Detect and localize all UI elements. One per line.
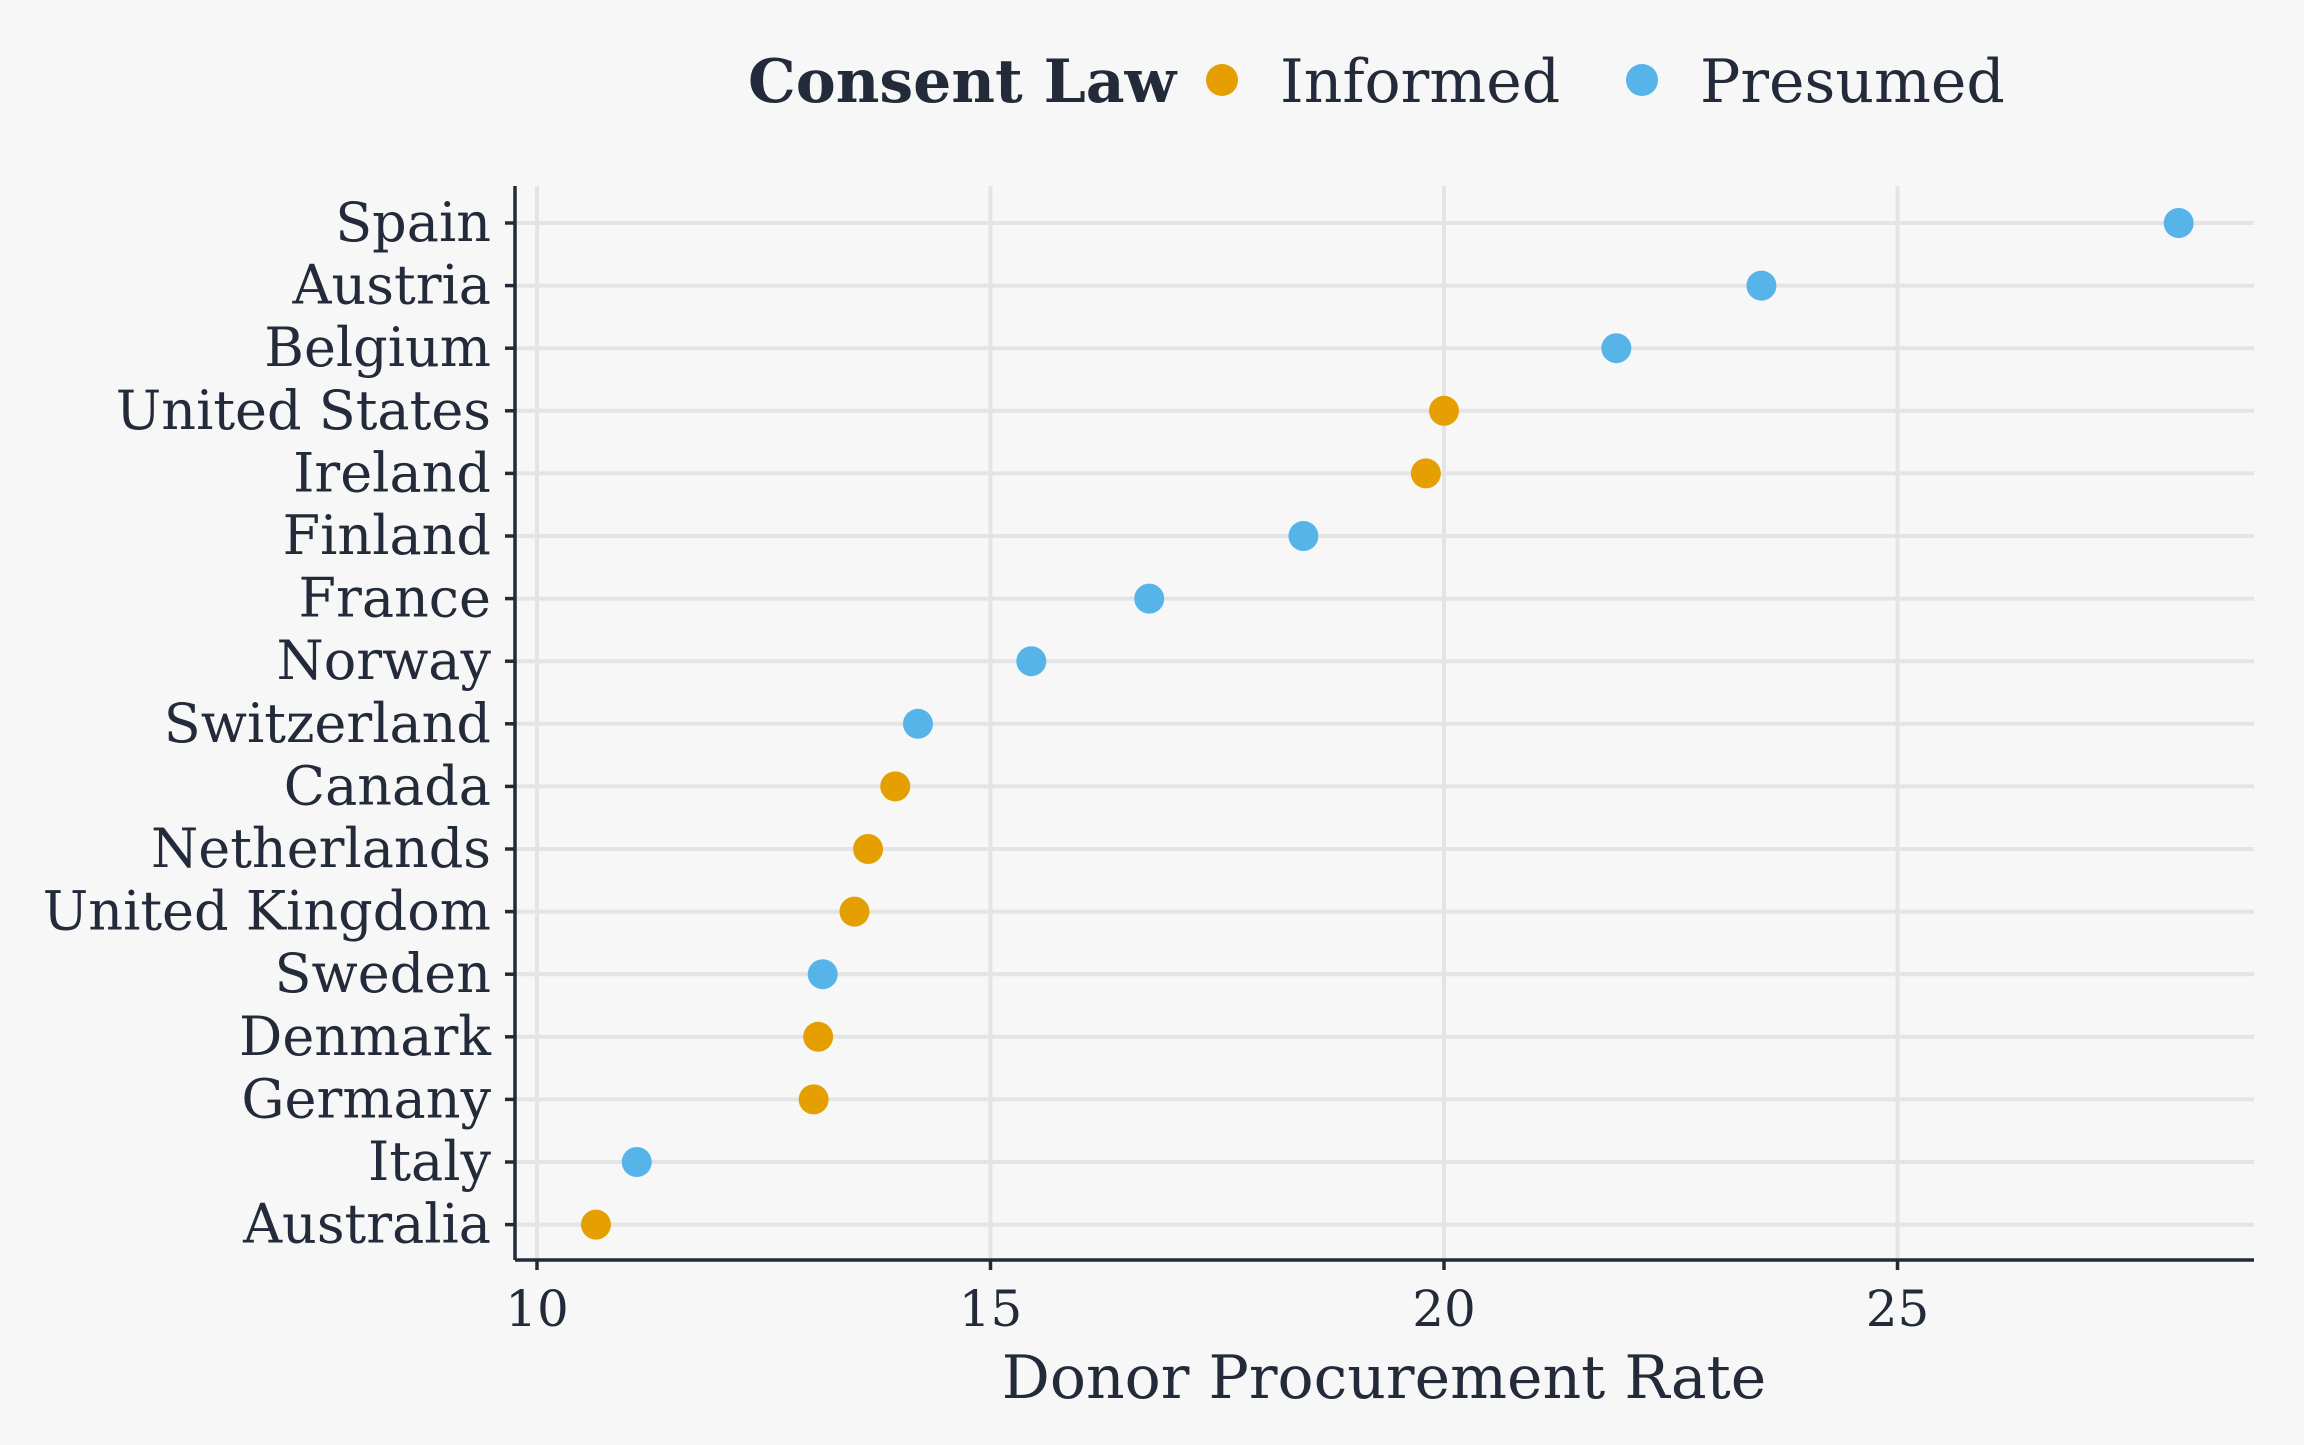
x-tick-label-10: 10 xyxy=(505,1280,569,1338)
point-italy xyxy=(621,1147,652,1177)
y-tick-label-switzerland: Switzerland xyxy=(164,692,491,755)
point-ireland xyxy=(1410,458,1441,489)
y-tick-label-spain: Spain xyxy=(335,191,491,254)
x-tick-label-15: 15 xyxy=(959,1280,1023,1338)
y-tick-label-finland: Finland xyxy=(283,504,491,567)
point-netherlands xyxy=(853,834,884,864)
x-axis-title: Donor Procurement Rate xyxy=(1002,1343,1767,1413)
point-united-kingdom xyxy=(839,896,870,927)
point-germany xyxy=(798,1084,829,1115)
point-united-states xyxy=(1429,395,1459,426)
y-tick-label-australia: Australia xyxy=(242,1193,491,1256)
point-norway xyxy=(1016,646,1047,677)
legend-label-informed: Informed xyxy=(1280,47,1560,117)
y-tick-label-austria: Austria xyxy=(292,254,491,317)
point-canada xyxy=(880,771,911,802)
grid xyxy=(515,186,2254,1260)
y-tick-label-france: France xyxy=(299,567,491,630)
data-points xyxy=(580,208,2194,1240)
point-switzerland xyxy=(902,708,933,739)
y-tick-label-denmark: Denmark xyxy=(239,1005,492,1068)
y-tick-label-united-kingdom: United Kingdom xyxy=(43,880,491,943)
point-finland xyxy=(1288,521,1319,551)
point-austria xyxy=(1746,270,1777,301)
point-spain xyxy=(2163,208,2194,238)
legend-entries: Informed Presumed xyxy=(1206,47,2005,117)
legend-label-presumed: Presumed xyxy=(1700,47,2005,117)
y-tick-label-belgium: Belgium xyxy=(264,316,491,379)
y-tick-label-united-states: United States xyxy=(116,379,491,442)
y-tick-label-italy: Italy xyxy=(368,1130,491,1193)
legend: Consent Law Informed Presumed xyxy=(748,47,2005,117)
legend-marker-informed xyxy=(1206,64,1238,96)
point-sweden xyxy=(807,959,838,990)
point-belgium xyxy=(1601,333,1632,364)
legend-marker-presumed xyxy=(1626,64,1658,96)
point-australia xyxy=(580,1209,611,1240)
y-tick-label-germany: Germany xyxy=(241,1067,491,1130)
x-tick-label-25: 25 xyxy=(1866,1280,1930,1338)
y-tick-label-sweden: Sweden xyxy=(275,942,491,1005)
y-tick-label-norway: Norway xyxy=(277,629,492,692)
y-tick-label-canada: Canada xyxy=(284,754,491,817)
x-tick-label-20: 20 xyxy=(1412,1280,1476,1338)
point-france xyxy=(1134,583,1165,614)
y-tick-label-ireland: Ireland xyxy=(293,441,491,504)
y-tick-label-netherlands: Netherlands xyxy=(151,817,491,880)
point-denmark xyxy=(803,1021,834,1052)
legend-title: Consent Law xyxy=(748,47,1178,117)
